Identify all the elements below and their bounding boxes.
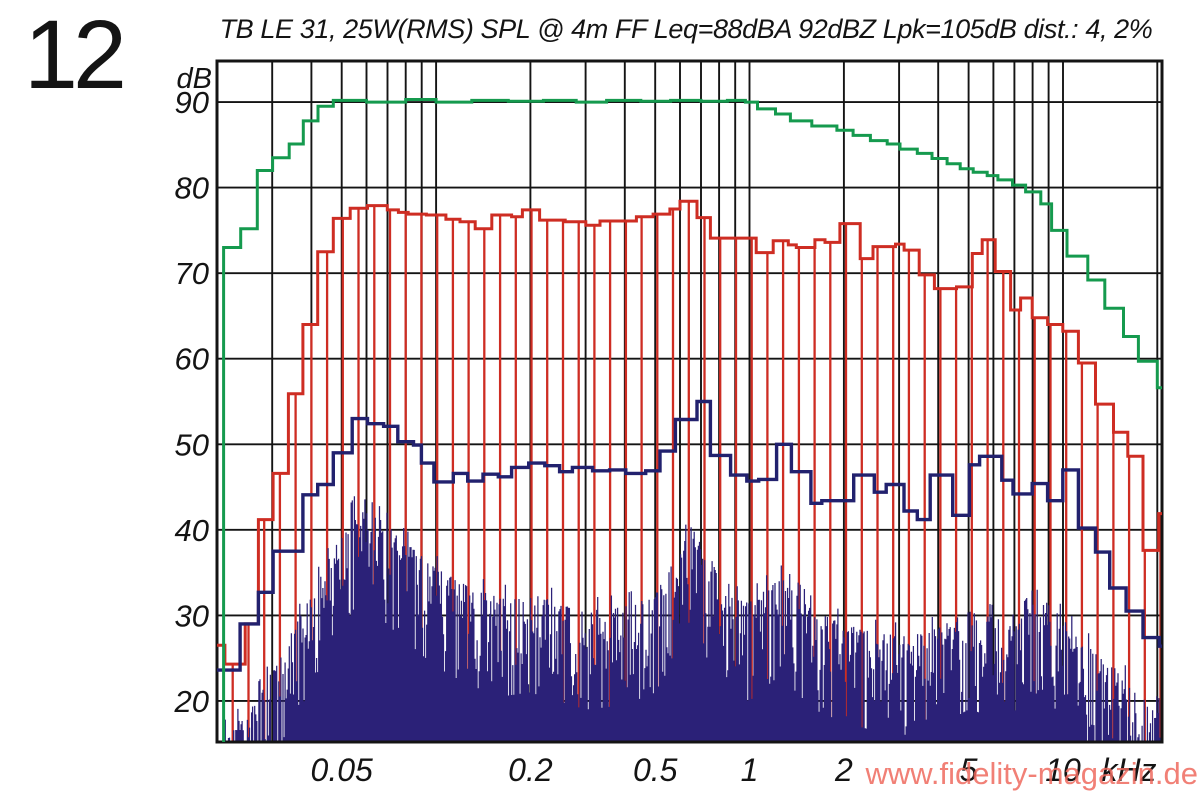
navy-curve — [217, 399, 1162, 672]
y-tick-label: 70 — [175, 256, 209, 291]
y-tick-label: 60 — [175, 342, 209, 377]
x-tick-label: 1 — [741, 752, 759, 788]
y-tick-label: 30 — [175, 598, 209, 633]
y-tick-label: 50 — [175, 427, 209, 462]
y-tick-label: 90 — [175, 85, 209, 120]
figure-number: 12 — [24, 0, 127, 109]
green-curve — [222, 98, 1162, 742]
y-tick-label: 40 — [175, 513, 209, 548]
x-tick-label: 0.05 — [311, 752, 373, 788]
x-tick-label: 0.5 — [633, 752, 678, 788]
plot-border — [215, 59, 1164, 744]
x-tick-label: 10 — [1045, 752, 1081, 788]
x-tick-label: 0.2 — [508, 752, 553, 788]
y-tick-label: 80 — [175, 171, 209, 206]
x-tick-label: 2 — [834, 752, 853, 788]
y-axis-unit: dB — [177, 63, 212, 95]
y-tick-label: 20 — [174, 684, 209, 719]
chart-title: TB LE 31, 25W(RMS) SPL @ 4m FF Leq=88dBA… — [219, 14, 1153, 44]
x-axis-unit: kHz — [1101, 752, 1156, 788]
noise-floor-spectrum — [223, 496, 1162, 742]
x-tick-label: 5 — [960, 752, 978, 788]
red-curve — [217, 199, 1162, 666]
watermark-url: www.fidelity-magazin.de — [865, 756, 1198, 791]
